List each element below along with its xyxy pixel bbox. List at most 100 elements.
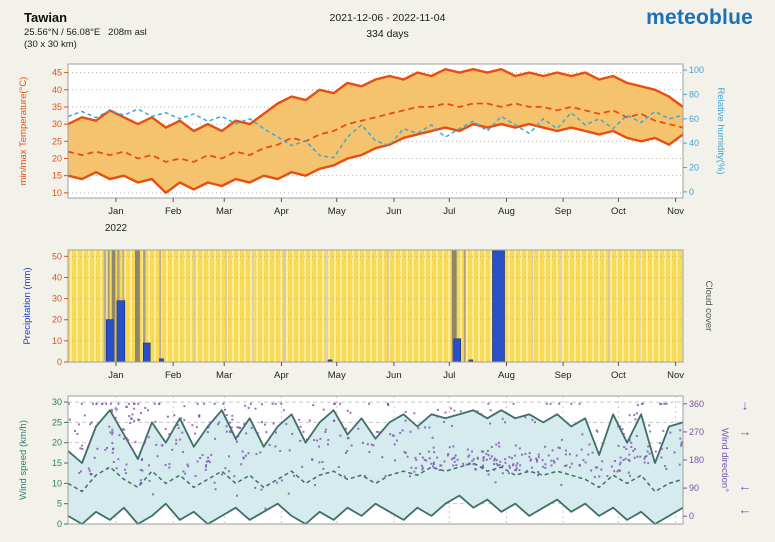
wind-direction-dot	[349, 411, 352, 414]
wind-direction-dot	[476, 410, 479, 413]
wind-direction-dot	[495, 462, 498, 465]
wind-direction-dot	[598, 475, 601, 478]
wind-direction-dot	[432, 461, 435, 464]
wind-direction-dot	[117, 402, 120, 405]
right-tick-label: 60	[689, 114, 699, 124]
wind-direction-dot	[133, 402, 136, 405]
wind-direction-dot	[322, 408, 325, 411]
wind-direction-dot	[558, 447, 561, 450]
wind-direction-dot	[153, 402, 156, 405]
wind-direction-dot	[610, 465, 613, 468]
wind-direction-dot	[536, 459, 539, 461]
wind-direction-dot	[177, 427, 180, 430]
wind-direction-dot	[596, 466, 599, 469]
wind-direction-dot	[472, 463, 475, 466]
wind-direction-dot	[381, 456, 384, 459]
wind-direction-dot	[83, 414, 86, 417]
wind-direction-dot	[446, 454, 449, 457]
wind-direction-dot	[474, 468, 477, 471]
wind-direction-dot	[345, 451, 347, 454]
precipitation-bar	[106, 319, 114, 363]
wind-direction-dot	[139, 482, 142, 485]
wind-direction-dot	[547, 454, 550, 457]
wind-direction-dot	[204, 468, 207, 471]
max-wind-speed-line	[67, 409, 684, 464]
wind-direction-dot	[234, 438, 237, 441]
left-tick-label: 15	[52, 458, 62, 468]
wind-direction-dot	[221, 473, 223, 476]
meteoblue-logo[interactable]: meteoblue	[646, 6, 753, 29]
wind-direction-dot	[129, 422, 132, 425]
cloud-cover-stripe	[103, 250, 107, 362]
right-tick-label: 0	[689, 187, 694, 197]
left-tick-label: 30	[52, 397, 62, 407]
wind-direction-dot	[74, 430, 76, 432]
cloud-cover-stripe	[111, 250, 116, 362]
wind-direction-dot	[247, 452, 250, 455]
wind-direction-dot	[490, 446, 493, 448]
wind-direction-dot	[617, 469, 620, 472]
wind-direction-dot	[482, 456, 485, 459]
wind-direction-dot	[680, 441, 683, 444]
wind-direction-dot	[78, 423, 81, 426]
wind-direction-dot	[564, 453, 567, 456]
wind-direction-dot	[666, 447, 668, 450]
date-range-block: 2021-12-06 - 2022-11-04 334 days	[230, 12, 545, 40]
wind-direction-dot	[78, 471, 81, 474]
wind-direction-dot	[195, 426, 198, 429]
wind-direction-dot	[324, 428, 327, 431]
wind-direction-dot	[171, 448, 174, 451]
wind-direction-dot	[498, 445, 501, 448]
wind-direction-dot	[450, 407, 453, 410]
wind-direction-dot	[111, 433, 114, 436]
left-tick-label: 15	[52, 171, 62, 181]
wind-direction-dot	[198, 414, 201, 417]
wind-direction-dot	[453, 460, 456, 463]
wind-direction-dot	[168, 433, 171, 436]
wind-direction-dot	[306, 438, 308, 441]
wind-speed-axis-title: Wind speed (km/h)	[18, 420, 29, 500]
wind-direction-dot	[508, 464, 511, 467]
wind-direction-dot	[406, 455, 409, 458]
wind-direction-dot	[471, 450, 473, 453]
wind-direction-dot	[594, 466, 597, 469]
wind-direction-dot	[160, 444, 163, 447]
wind-direction-dot	[125, 463, 128, 466]
left-tick-label: 10	[52, 336, 62, 346]
wind-direction-dot	[529, 459, 532, 462]
wind-direction-dot	[619, 456, 622, 459]
wind-direction-dot	[627, 458, 630, 461]
wind-direction-dot	[628, 453, 631, 456]
wind-direction-dot	[131, 413, 134, 416]
wind-direction-dot	[663, 402, 666, 405]
wind-direction-dot	[137, 402, 140, 405]
wind-direction-dot	[619, 461, 622, 464]
wind-direction-dot	[578, 464, 581, 467]
month-label: Sep	[555, 206, 572, 217]
min-temperature-line	[67, 122, 684, 195]
wind-direction-dot	[368, 450, 371, 453]
wind-direction-dot	[489, 422, 492, 425]
wind-direction-dot	[244, 404, 247, 407]
wind-direction-dot	[311, 458, 313, 461]
wind-direction-dot	[433, 451, 436, 454]
wind-direction-dot	[318, 461, 321, 464]
wind-direction-dot	[95, 402, 98, 405]
wind-direction-dot	[619, 469, 621, 472]
wind-direction-dot	[285, 423, 288, 425]
wind-direction-dot	[679, 437, 682, 440]
wind-direction-dot	[89, 423, 92, 426]
wind-direction-dot	[649, 430, 652, 433]
cloud-cover-stripe	[159, 250, 162, 362]
wind-direction-dot	[175, 439, 178, 442]
wind-direction-dot	[128, 415, 131, 418]
wind-direction-dot	[556, 457, 559, 460]
cloud-cover-stripe	[639, 250, 641, 362]
wind-direction-dot	[80, 470, 82, 473]
left-tick-label: 20	[52, 315, 62, 325]
wind-direction-dot	[392, 434, 395, 437]
mean-wind-speed-line	[67, 462, 684, 493]
right-tick-label: 100	[689, 65, 704, 75]
wind-direction-arrow: →	[739, 424, 752, 439]
wind-direction-dot	[678, 463, 681, 466]
